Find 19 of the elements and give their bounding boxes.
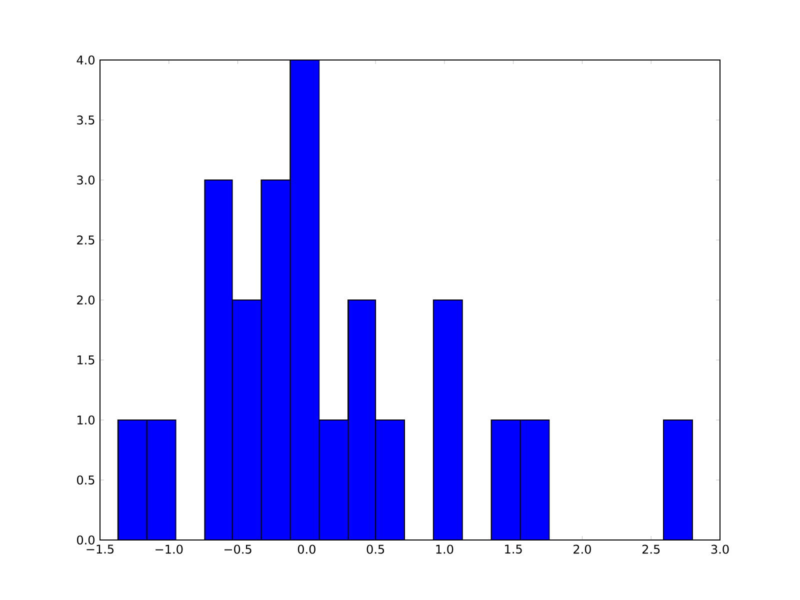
x-tick-label: 1.0	[436, 544, 454, 554]
x-tick-label: 2.5	[642, 544, 660, 554]
x-tick-label: 3.0	[711, 544, 729, 554]
y-tick-label: 3.0	[77, 175, 94, 185]
x-tick-label: −1.0	[156, 544, 183, 554]
y-tick-label: 4.0	[76, 55, 94, 65]
x-tick-label: −0.5	[224, 544, 252, 554]
y-tick-label: 0.5	[77, 475, 94, 485]
x-tick-label: −1.5	[86, 544, 114, 554]
y-tick-label: 3.5	[77, 115, 94, 125]
y-tick-label: 2.0	[77, 295, 94, 305]
y-tick-label: 1.5	[78, 356, 94, 364]
y-tick-label: 2.5	[77, 235, 94, 245]
x-tick-label: 0.5	[366, 544, 384, 554]
y-tick-label: 0.0	[77, 535, 94, 545]
x-tick-label: 1.5	[505, 544, 522, 554]
x-tick-label: 2.0	[574, 544, 591, 554]
y-tick-label: 1.0	[78, 415, 94, 425]
x-tick-label: 0.0	[298, 544, 316, 554]
